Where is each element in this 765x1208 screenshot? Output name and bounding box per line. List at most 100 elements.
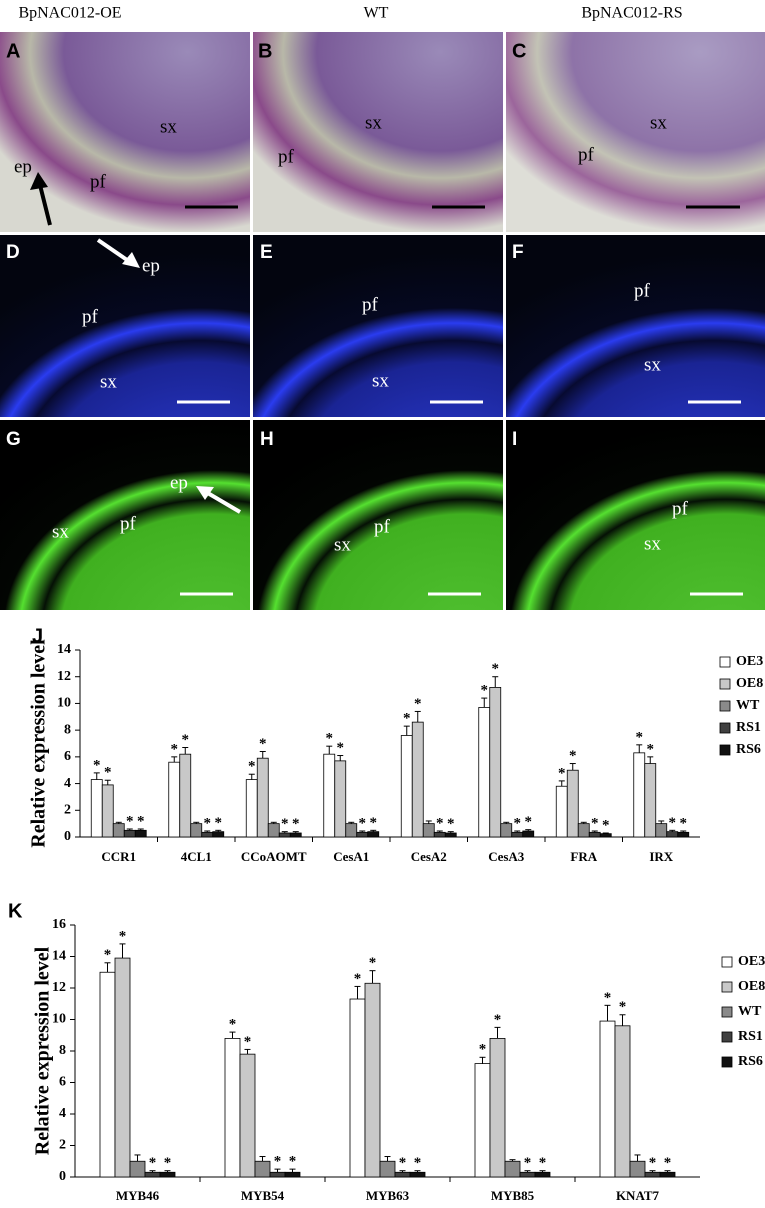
bar <box>254 1160 271 1178</box>
y-tick-label: 0 <box>59 1169 66 1184</box>
legend-label: RS6 <box>736 742 761 757</box>
panel-letter: G <box>6 429 21 450</box>
significance-label: * <box>636 729 644 745</box>
panel-letter: J <box>32 625 43 647</box>
legend-swatch <box>721 981 733 993</box>
y-tick-label: 2 <box>59 1138 66 1153</box>
legend-swatch <box>719 744 731 756</box>
x-tick-label: CCR1 <box>101 849 136 864</box>
bar <box>644 1171 661 1178</box>
legend-swatch <box>721 1031 733 1043</box>
y-tick-label: 4 <box>59 1106 66 1121</box>
panel-letter: I <box>512 429 517 450</box>
significance-label: * <box>436 815 444 831</box>
significance-label: * <box>447 816 455 832</box>
significance-label: * <box>182 732 190 748</box>
bar <box>356 831 369 838</box>
tissue-label: sx <box>100 371 117 392</box>
arrow-head <box>196 486 214 500</box>
significance-label: * <box>669 815 677 831</box>
significance-label: * <box>259 736 267 752</box>
tissue-label: pf <box>634 280 651 301</box>
micrograph <box>0 32 250 232</box>
y-tick-label: 16 <box>52 917 66 932</box>
significance-label: * <box>414 1155 422 1171</box>
bar <box>144 1171 161 1178</box>
bar <box>400 735 413 838</box>
legend-swatch <box>721 1056 733 1068</box>
arrow-head <box>122 252 140 268</box>
significance-label: * <box>558 765 566 781</box>
panel-letter: F <box>512 242 524 263</box>
significance-label: * <box>569 748 577 764</box>
bar <box>134 829 147 838</box>
tissue-label: sx <box>160 116 177 137</box>
panel-letter: H <box>260 429 274 450</box>
bar <box>519 1171 536 1178</box>
y-tick-label: 14 <box>52 949 66 964</box>
micrograph <box>506 235 765 417</box>
bar <box>129 1160 146 1178</box>
bar <box>99 971 116 1178</box>
x-tick-label: CesA3 <box>488 849 525 864</box>
legend-swatch <box>719 678 731 690</box>
bar <box>577 823 590 838</box>
micrograph <box>253 32 503 232</box>
bar <box>489 1038 506 1178</box>
significance-label: * <box>337 740 345 756</box>
bar <box>588 831 601 838</box>
y-tick-label: 6 <box>64 749 71 764</box>
bar <box>555 785 568 838</box>
significance-label: * <box>244 1034 252 1050</box>
legend-label: WT <box>736 698 760 713</box>
panel-letter: A <box>6 40 20 62</box>
significance-label: * <box>492 661 500 677</box>
bar <box>504 1160 521 1178</box>
significance-label: * <box>215 815 223 831</box>
legend-label: RS1 <box>736 720 761 735</box>
y-axis-label: Relative expression level <box>32 946 54 1155</box>
x-tick-label: 4CL1 <box>181 849 212 864</box>
significance-label: * <box>602 817 610 833</box>
significance-label: * <box>664 1155 672 1171</box>
significance-label: * <box>289 1154 297 1170</box>
significance-label: * <box>359 815 367 831</box>
bar <box>677 831 690 838</box>
legend-swatch <box>721 956 733 968</box>
significance-label: * <box>479 1042 487 1058</box>
bar <box>364 982 381 1178</box>
legend-label: OE8 <box>738 979 765 994</box>
tissue-label: ep <box>142 255 160 276</box>
significance-label: * <box>591 815 599 831</box>
bar <box>599 833 612 838</box>
bar <box>278 832 291 838</box>
panel-letter: D <box>6 242 20 263</box>
significance-label: * <box>164 1155 172 1171</box>
significance-label: * <box>399 1155 407 1171</box>
micrograph <box>253 235 503 417</box>
tissue-label: sx <box>372 370 389 391</box>
bar <box>190 823 203 838</box>
significance-label: * <box>414 696 422 712</box>
significance-label: * <box>403 711 411 727</box>
bar <box>566 769 579 838</box>
y-tick-label: 6 <box>59 1075 66 1090</box>
significance-label: * <box>119 928 127 944</box>
legend-label: OE3 <box>738 954 765 969</box>
y-axis-label: Relative expression level <box>28 639 50 848</box>
bar <box>284 1171 301 1178</box>
panel-letter: C <box>512 40 526 62</box>
bar <box>633 752 646 838</box>
bar <box>289 832 302 838</box>
x-tick-label: FRA <box>570 849 597 864</box>
bar <box>245 779 258 838</box>
significance-label: * <box>481 683 489 699</box>
micrograph <box>253 420 503 610</box>
panel-letter: E <box>260 242 273 263</box>
x-tick-label: CesA1 <box>333 849 369 864</box>
significance-label: * <box>149 1155 157 1171</box>
bar <box>422 823 435 838</box>
significance-label: * <box>281 816 289 832</box>
y-tick-label: 12 <box>57 669 71 684</box>
y-tick-label: 0 <box>64 829 71 844</box>
